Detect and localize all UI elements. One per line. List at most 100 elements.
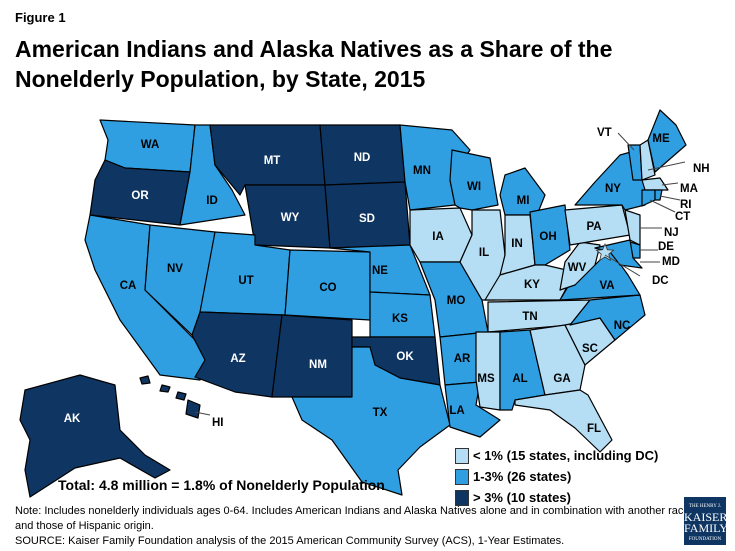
callout-line: [659, 195, 681, 201]
state-label-ms: MS: [477, 373, 495, 385]
state-label-ar: AR: [454, 353, 471, 365]
legend-item-mid: 1-3% (26 states): [455, 466, 658, 487]
state-label-hi: HI: [212, 417, 224, 429]
callout-line: [194, 411, 211, 416]
state-nc: [569, 294, 646, 341]
state-wv: [559, 241, 601, 291]
legend-item-low: < 1% (15 states, including DC): [455, 445, 658, 466]
state-label-ri: RI: [680, 199, 692, 211]
notes: Note: Includes nonelderly individuals ag…: [15, 504, 705, 549]
state-label-wi: WI: [467, 181, 481, 193]
state-label-ia: IA: [432, 231, 444, 243]
state-ri: [654, 189, 663, 201]
callout-line: [647, 161, 686, 171]
state-label-tx: TX: [373, 407, 388, 419]
state-wi: [449, 149, 499, 211]
state-label-id: ID: [206, 195, 218, 207]
state-ak: [19, 374, 171, 498]
state-label-nh: NH: [693, 163, 710, 175]
state-label-la: LA: [449, 405, 464, 417]
legend-label: < 1% (15 states, including DC): [473, 448, 659, 463]
state-label-me: ME: [652, 133, 670, 145]
state-dc-star-icon: [595, 242, 615, 262]
state-label-sc: SC: [582, 343, 598, 355]
state-ms: [475, 331, 501, 411]
state-label-ak: AK: [64, 413, 81, 425]
state-label-al: AL: [512, 373, 527, 385]
state-label-ma: MA: [680, 183, 698, 195]
state-nm: [271, 314, 353, 398]
state-mi: [499, 167, 546, 216]
state-ma: [641, 177, 669, 191]
figure-label: Figure 1: [15, 10, 66, 25]
state-label-ny: NY: [605, 183, 621, 195]
state-label-vt: VT: [597, 127, 612, 139]
state-label-wa: WA: [141, 139, 160, 151]
state-label-fl: FL: [587, 423, 601, 435]
callout-line: [617, 132, 635, 151]
state-label-mt: MT: [264, 155, 281, 167]
state-label-or: OR: [131, 190, 149, 202]
legend-label: 1-3% (26 states): [473, 469, 572, 484]
state-label-in: IN: [511, 238, 523, 250]
state-label-mn: MN: [413, 165, 431, 177]
state-label-nj: NJ: [664, 227, 679, 239]
state-label-ks: KS: [392, 313, 408, 325]
state-label-mi: MI: [517, 195, 530, 207]
callout-line: [649, 199, 676, 213]
legend-item-high: > 3% (10 states): [455, 487, 658, 508]
state-label-tn: TN: [522, 311, 537, 323]
state-label-mo: MO: [447, 295, 466, 307]
state-label-nd: ND: [354, 152, 371, 164]
state-label-dc: DC: [652, 275, 669, 287]
note-text: Note: Includes nonelderly individuals ag…: [15, 505, 690, 532]
logo-text: FOUNDATION: [688, 537, 722, 542]
state-label-md: MD: [662, 256, 680, 268]
page-title: American Indians and Alaska Natives as a…: [15, 36, 613, 92]
state-label-wv: WV: [568, 262, 587, 274]
state-nh: [639, 139, 656, 181]
source-text: SOURCE: Kaiser Family Foundation analysi…: [15, 535, 565, 547]
state-hi: [175, 391, 187, 401]
state-label-az: AZ: [230, 353, 245, 365]
state-label-pa: PA: [586, 221, 601, 233]
state-label-wy: WY: [281, 212, 300, 224]
state-ga: [529, 324, 586, 396]
state-label-oh: OH: [539, 231, 556, 243]
legend-swatch: [455, 447, 469, 464]
state-label-co: CO: [319, 282, 336, 294]
state-label-sd: SD: [359, 213, 375, 225]
state-label-nm: NM: [309, 359, 327, 371]
state-label-il: IL: [479, 247, 489, 259]
state-label-va: VA: [599, 280, 614, 292]
logo-text: FAMILY: [684, 521, 728, 535]
state-tx: [291, 346, 451, 496]
legend-swatch: [455, 468, 469, 485]
kff-logo: THE HENRY J. KAISER FAMILY FOUNDATION: [684, 497, 728, 545]
legend-label: > 3% (10 states): [473, 490, 571, 505]
state-me: [647, 109, 687, 173]
state-label-de: DE: [658, 241, 674, 253]
total-summary: Total: 4.8 million = 1.8% of Nonelderly …: [58, 477, 385, 493]
state-hi: [159, 384, 171, 393]
callout-line: [661, 182, 679, 186]
state-oh: [529, 204, 571, 266]
logo-text: THE HENRY J.: [688, 504, 722, 509]
state-label-ga: GA: [553, 373, 570, 385]
legend-swatch: [455, 489, 469, 506]
logo-text: KAISER: [684, 510, 728, 524]
state-ct: [641, 189, 656, 207]
state-hi: [185, 399, 201, 419]
state-label-ct: CT: [675, 211, 690, 223]
state-label-nc: NC: [614, 320, 631, 332]
state-label-ut: UT: [238, 275, 253, 287]
state-label-nv: NV: [167, 263, 183, 275]
state-label-ok: OK: [396, 351, 414, 363]
legend: < 1% (15 states, including DC) 1-3% (26 …: [455, 445, 658, 508]
state-label-ne: NE: [372, 265, 388, 277]
state-label-ca: CA: [120, 280, 137, 292]
callout-line: [604, 254, 641, 277]
state-label-ky: KY: [524, 279, 540, 291]
